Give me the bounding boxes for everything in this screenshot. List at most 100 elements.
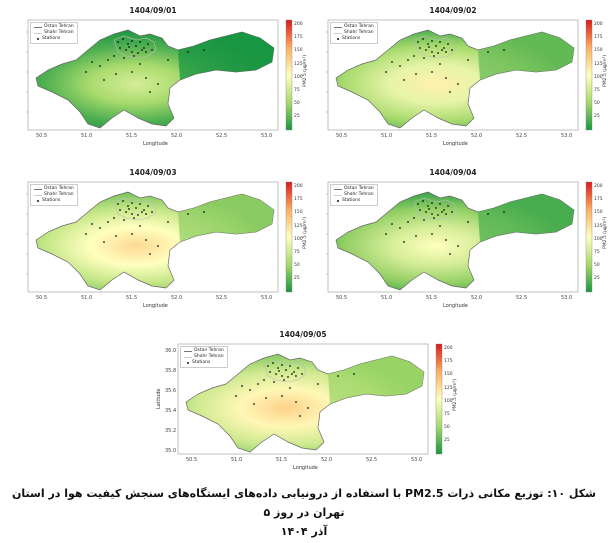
y-tick-label: 35.6 bbox=[165, 388, 177, 394]
station-marker bbox=[431, 40, 433, 42]
x-tick-label: 50.5 bbox=[336, 133, 348, 139]
station-marker bbox=[131, 71, 133, 73]
y-tick-label: 36.0 bbox=[165, 348, 177, 354]
x-tick-label: 52.5 bbox=[366, 457, 378, 463]
station-marker bbox=[437, 214, 439, 216]
station-marker bbox=[113, 55, 115, 57]
station-marker bbox=[128, 46, 130, 48]
x-tick-label: 50.5 bbox=[36, 133, 48, 139]
x-tick-label: 52.0 bbox=[171, 133, 183, 139]
legend-label: Ostan Tehran bbox=[44, 24, 74, 29]
legend-swatch bbox=[184, 356, 192, 358]
station-marker bbox=[445, 239, 447, 241]
caption-line-2: آذر ۱۴۰۴ bbox=[280, 525, 328, 538]
station-marker bbox=[275, 373, 277, 375]
station-marker bbox=[431, 51, 433, 53]
legend-item: Stations bbox=[184, 360, 224, 366]
station-marker bbox=[122, 38, 124, 40]
station-marker bbox=[119, 209, 121, 211]
colorbar-tick: 75 bbox=[594, 87, 600, 93]
station-marker bbox=[257, 383, 259, 385]
legend-swatch bbox=[337, 200, 339, 202]
station-marker bbox=[122, 200, 124, 202]
station-marker bbox=[451, 49, 453, 51]
station-marker bbox=[441, 49, 443, 51]
station-marker bbox=[117, 203, 119, 205]
station-marker bbox=[85, 71, 87, 73]
colorbar-tick: 100 bbox=[294, 74, 303, 80]
panel-title: 1404/09/04 bbox=[429, 168, 477, 177]
x-tick-label: 51.0 bbox=[381, 295, 393, 301]
colorbar-tick: 25 bbox=[444, 437, 450, 443]
legend-item: Ostan Tehran bbox=[334, 186, 374, 192]
station-marker bbox=[281, 364, 283, 366]
station-marker bbox=[439, 203, 441, 205]
station-marker bbox=[115, 235, 117, 237]
map-panel-2: 1404/09/02 200 175 150 125 100 75 50 25 PM2.5 (µg… bbox=[306, 6, 608, 166]
legend-label: Stations bbox=[42, 36, 61, 41]
station-marker bbox=[422, 38, 424, 40]
station-marker bbox=[145, 239, 147, 241]
colorbar-tick: 50 bbox=[294, 262, 300, 268]
legend-item: Shahr Tehran bbox=[184, 354, 224, 360]
x-tick-label: 51.5 bbox=[426, 133, 438, 139]
station-marker bbox=[267, 365, 269, 367]
x-tick-label: 51.0 bbox=[231, 457, 243, 463]
station-marker bbox=[145, 77, 147, 79]
colorbar-tick: 150 bbox=[294, 48, 303, 54]
station-marker bbox=[281, 395, 283, 397]
station-marker bbox=[295, 375, 297, 377]
x-axis-label: Longitude bbox=[143, 141, 168, 147]
city-shahr-tehran bbox=[263, 359, 307, 383]
station-marker bbox=[437, 52, 439, 54]
station-marker bbox=[353, 373, 355, 375]
x-tick-label: 52.5 bbox=[516, 295, 528, 301]
legend-label: Shahr Tehran bbox=[344, 30, 374, 35]
station-marker bbox=[139, 225, 141, 227]
legend-item: Stations bbox=[34, 36, 74, 42]
x-axis-label: Longitude bbox=[443, 141, 468, 147]
station-marker bbox=[449, 253, 451, 255]
station-marker bbox=[127, 43, 129, 45]
panel-title: 1404/09/02 bbox=[429, 6, 477, 15]
legend-item: Shahr Tehran bbox=[34, 192, 74, 198]
y-tick-label: 35.0 bbox=[165, 448, 177, 454]
colorbar-tick: 150 bbox=[594, 48, 603, 54]
colorbar-tick: 150 bbox=[444, 372, 453, 378]
colorbar-tick: 175 bbox=[594, 197, 603, 203]
station-marker bbox=[85, 233, 87, 235]
eastern-region bbox=[328, 356, 424, 404]
station-marker bbox=[445, 51, 447, 53]
colorbar-tick: 175 bbox=[294, 197, 303, 203]
legend-swatch bbox=[37, 200, 39, 202]
x-tick-label: 52.0 bbox=[471, 295, 483, 301]
y-tick-label: 35.4 bbox=[165, 408, 177, 414]
legend-label: Ostan Tehran bbox=[194, 348, 224, 353]
station-marker bbox=[123, 57, 125, 59]
station-marker bbox=[301, 373, 303, 375]
legend-item: Ostan Tehran bbox=[34, 186, 74, 192]
station-marker bbox=[283, 379, 285, 381]
colorbar-tick: 100 bbox=[444, 398, 453, 404]
station-marker bbox=[422, 200, 424, 202]
station-marker bbox=[278, 370, 280, 372]
station-marker bbox=[419, 47, 421, 49]
legend-item: Shahr Tehran bbox=[34, 30, 74, 36]
station-marker bbox=[145, 213, 147, 215]
station-marker bbox=[467, 221, 469, 223]
legend-label: Shahr Tehran bbox=[194, 354, 224, 359]
station-marker bbox=[128, 208, 130, 210]
station-marker bbox=[187, 213, 189, 215]
station-marker bbox=[431, 202, 433, 204]
station-marker bbox=[285, 369, 287, 371]
colorbar-tick: 50 bbox=[594, 262, 600, 268]
legend-swatch bbox=[34, 26, 42, 28]
station-marker bbox=[125, 49, 127, 51]
station-marker bbox=[399, 65, 401, 67]
station-marker bbox=[123, 219, 125, 221]
station-marker bbox=[415, 73, 417, 75]
station-marker bbox=[107, 221, 109, 223]
station-marker bbox=[135, 45, 137, 47]
station-marker bbox=[417, 41, 419, 43]
legend-swatch bbox=[334, 188, 342, 190]
